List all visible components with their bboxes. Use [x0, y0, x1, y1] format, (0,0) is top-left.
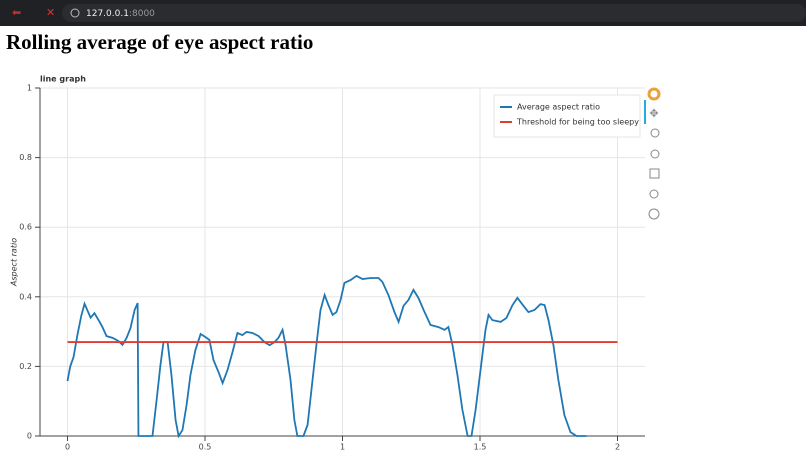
y-tick-label: 0: [27, 432, 32, 441]
y-tick-label: 0.4: [19, 292, 32, 301]
zoom-tool[interactable]: [650, 128, 660, 138]
x-tick-label: 0: [65, 443, 70, 452]
help-tool[interactable]: [648, 208, 660, 220]
legend-label: Average aspect ratio: [517, 103, 600, 112]
reset-tool[interactable]: [649, 189, 659, 199]
x-tick-label: 2: [615, 443, 620, 452]
y-tick-label: 1: [27, 84, 32, 93]
toolbar: ✥: [644, 87, 661, 220]
chart-title: line graph: [40, 75, 86, 84]
data-line: [66, 274, 587, 439]
x-tick-label: 1: [340, 443, 345, 452]
url: 127.0.0.1:8000: [86, 9, 155, 19]
stop-button[interactable]: ✕: [46, 6, 55, 19]
y-axis-label: Aspect ratio: [10, 238, 19, 287]
url-port: :8000: [129, 9, 155, 19]
save-tool[interactable]: [649, 168, 660, 179]
y-tick-label: 0.6: [19, 223, 32, 232]
info-icon[interactable]: [70, 8, 80, 18]
y-tick-label: 0.8: [19, 153, 32, 162]
address-bar[interactable]: [62, 4, 806, 22]
legend-box: [493, 94, 641, 138]
back-button[interactable]: ⬅: [12, 6, 21, 19]
x-tick-label: 1.5: [474, 443, 487, 452]
legend-label: Threshold for being too sleepy: [516, 118, 639, 127]
url-host: 127.0.0.1: [86, 9, 129, 19]
active-tool-marker: [644, 100, 646, 124]
pan-tool[interactable]: ✥: [649, 107, 658, 120]
wheel-zoom-tool[interactable]: [650, 149, 660, 159]
y-tick-label: 0.2: [19, 362, 32, 371]
x-tick-label: 0.5: [199, 443, 212, 452]
page-heading: Rolling average of eye aspect ratio: [6, 30, 313, 54]
bokeh-logo[interactable]: [647, 87, 661, 101]
